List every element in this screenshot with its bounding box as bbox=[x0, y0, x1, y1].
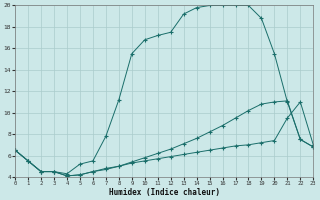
X-axis label: Humidex (Indice chaleur): Humidex (Indice chaleur) bbox=[109, 188, 220, 197]
